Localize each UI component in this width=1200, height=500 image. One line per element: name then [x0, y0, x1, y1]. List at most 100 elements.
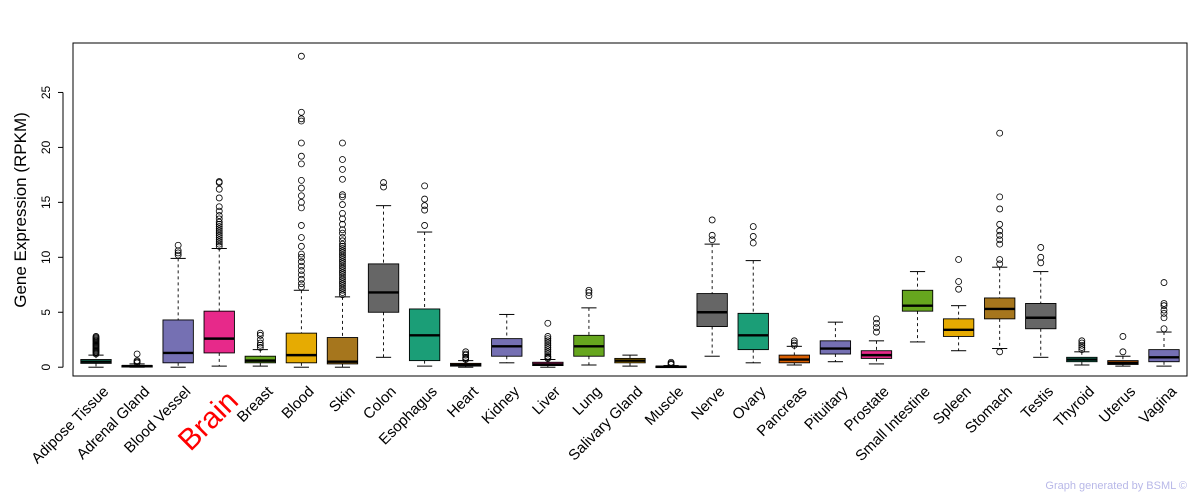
- outlier-point: [339, 260, 346, 268]
- outlier-point: [955, 285, 963, 293]
- outlier-point: [339, 291, 346, 299]
- outlier-point: [339, 215, 346, 223]
- box-iqr: [696, 293, 728, 327]
- outlier-point: [421, 206, 429, 214]
- box-stomach: [984, 129, 1016, 356]
- box-blood: [285, 52, 318, 368]
- outlier-point: [174, 249, 182, 257]
- x-category-label: Heart: [444, 383, 483, 422]
- outlier-point: [339, 249, 346, 257]
- outlier-point: [339, 273, 346, 281]
- x-category-label: Kidney: [478, 383, 523, 428]
- outlier-point: [215, 203, 223, 211]
- box-blood-vessel: [162, 241, 194, 368]
- outlier-point: [297, 258, 305, 266]
- outlier-point: [297, 117, 305, 125]
- outlier-point: [339, 237, 346, 245]
- outlier-point: [133, 350, 141, 358]
- outlier-point: [996, 231, 1004, 239]
- outlier-point: [544, 337, 552, 345]
- outlier-point: [996, 220, 1004, 228]
- outlier-point: [996, 240, 1004, 248]
- outlier-point: [462, 348, 470, 356]
- outlier-point: [215, 215, 223, 223]
- box-pituitary: [819, 321, 852, 363]
- box-testis: [1025, 244, 1057, 358]
- outlier-point: [1160, 300, 1168, 307]
- outlier-point: [421, 222, 429, 229]
- box-iqr: [367, 263, 400, 313]
- outlier-point: [421, 202, 429, 210]
- outlier-point: [297, 204, 305, 212]
- outlier-point: [133, 357, 141, 365]
- x-category-label: Uterus: [1096, 383, 1139, 426]
- outlier-point: [544, 352, 552, 360]
- box-heart: [450, 348, 482, 368]
- x-category-label: Lung: [569, 383, 605, 419]
- outlier-point: [215, 225, 223, 233]
- outlier-point: [1037, 259, 1045, 267]
- box-iqr: [326, 337, 359, 365]
- box-pancreas: [778, 337, 810, 366]
- outlier-point: [297, 242, 305, 250]
- outlier-point: [339, 193, 346, 201]
- outlier-point: [708, 231, 716, 239]
- outlier-point: [996, 129, 1004, 137]
- outlier-point: [339, 234, 346, 241]
- box-iqr: [737, 312, 769, 351]
- outlier-point: [215, 238, 223, 246]
- outlier-point: [297, 271, 305, 279]
- outlier-point: [339, 264, 346, 272]
- outlier-point: [256, 344, 264, 351]
- box-iqr: [285, 332, 318, 364]
- outlier-point: [256, 331, 264, 339]
- outlier-point: [544, 348, 552, 356]
- outlier-point: [1078, 337, 1086, 345]
- outlier-point: [297, 234, 305, 241]
- outlier-point: [1037, 244, 1045, 251]
- outlier-point: [297, 275, 305, 283]
- box-ovary: [737, 223, 769, 364]
- box-skin: [326, 139, 359, 368]
- outlier-point: [996, 236, 1004, 244]
- outlier-point: [215, 194, 223, 202]
- outlier-point: [174, 247, 182, 255]
- box-iqr: [162, 319, 194, 364]
- x-category-label: Blood: [278, 383, 317, 422]
- outlier-point: [339, 253, 346, 261]
- outlier-point: [544, 319, 552, 327]
- outlier-point: [297, 267, 305, 274]
- outlier-point: [92, 333, 100, 340]
- y-tick-label: 25: [39, 85, 53, 99]
- outlier-point: [585, 289, 593, 296]
- box-brain: [203, 178, 235, 367]
- outlier-point: [1078, 341, 1086, 349]
- outlier-point: [1119, 333, 1127, 340]
- x-category-label: Vagina: [1136, 383, 1181, 428]
- outlier-point: [667, 358, 675, 366]
- outlier-point: [339, 269, 346, 277]
- outlier-point: [297, 115, 305, 123]
- outlier-point: [297, 184, 305, 192]
- outlier-point: [297, 283, 305, 291]
- y-tick-label: 20: [39, 140, 53, 154]
- outlier-point: [996, 260, 1004, 268]
- outlier-point: [297, 280, 305, 288]
- box-spleen: [942, 256, 975, 352]
- outlier-point: [215, 178, 223, 185]
- outlier-point: [544, 344, 552, 351]
- outlier-point: [1160, 302, 1168, 310]
- outlier-point: [339, 201, 346, 208]
- outlier-point: [1160, 314, 1168, 322]
- y-tick-label: 5: [39, 309, 53, 316]
- x-category-label: Thyroid: [1051, 383, 1098, 430]
- box-iqr: [901, 289, 934, 312]
- box-esophagus: [408, 182, 441, 367]
- outlier-point: [215, 234, 223, 241]
- outlier-point: [790, 337, 798, 345]
- outlier-point: [873, 324, 880, 332]
- outlier-point: [297, 222, 305, 229]
- outlier-point: [544, 333, 552, 340]
- outlier-point: [996, 205, 1004, 213]
